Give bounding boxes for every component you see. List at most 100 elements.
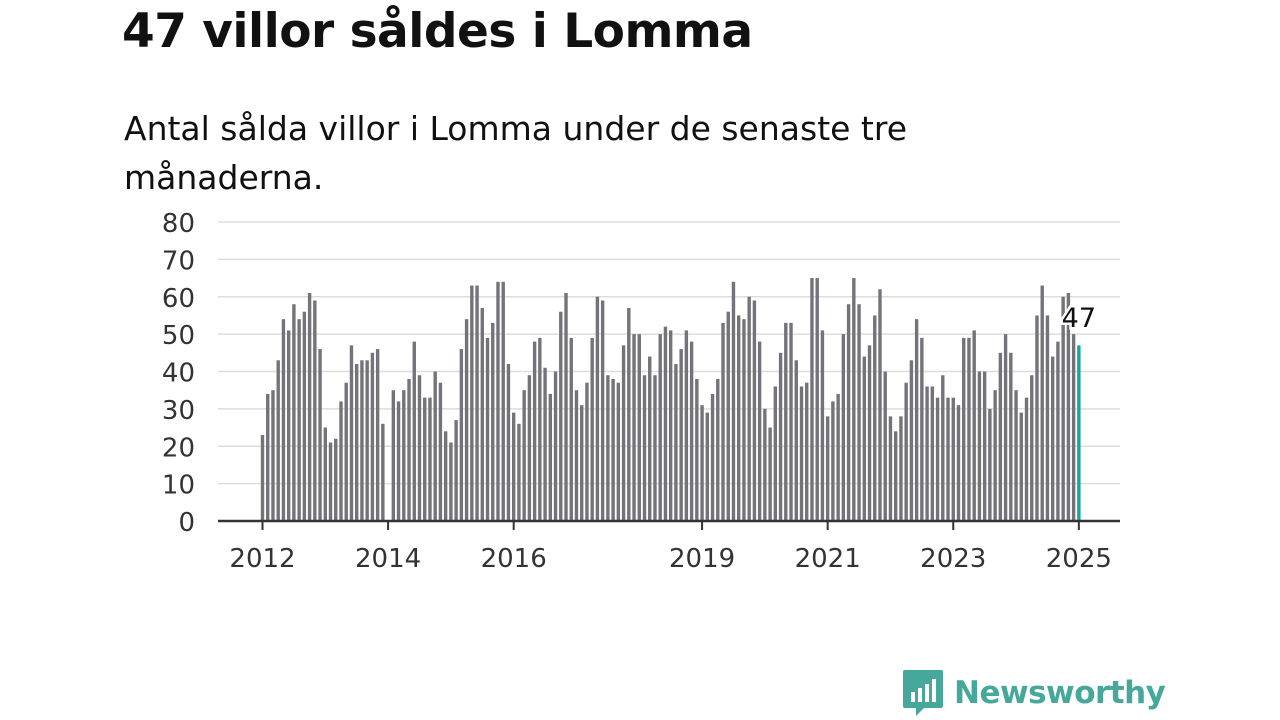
newsworthy-logo: Newsworthy xyxy=(902,668,1166,718)
bar xyxy=(281,319,286,521)
bar xyxy=(543,367,547,521)
bar xyxy=(642,375,647,521)
bar xyxy=(993,390,997,521)
bar xyxy=(757,341,762,521)
bar xyxy=(527,375,532,521)
bar xyxy=(1024,397,1029,521)
bar xyxy=(710,393,715,521)
bar xyxy=(846,304,851,521)
bar xyxy=(297,319,301,521)
bar xyxy=(454,420,458,521)
bar xyxy=(820,330,825,521)
x-tick-label: 2016 xyxy=(481,544,547,574)
bar xyxy=(648,356,652,521)
bar xyxy=(778,352,783,521)
bar xyxy=(412,341,416,521)
bar xyxy=(585,382,589,521)
bar xyxy=(590,337,594,521)
bar xyxy=(511,412,516,521)
bar xyxy=(663,326,668,521)
bar xyxy=(867,345,872,521)
bar xyxy=(470,285,474,521)
bar xyxy=(574,390,579,521)
chart-subtitle: Antal sålda villor i Lomma under de sena… xyxy=(124,109,908,197)
bar xyxy=(637,334,641,522)
bar xyxy=(402,390,406,521)
bar xyxy=(580,405,584,521)
bar xyxy=(548,393,553,521)
x-tick-label: 2019 xyxy=(669,544,735,574)
bar xyxy=(695,378,699,521)
brand-name: Newsworthy xyxy=(954,675,1166,711)
y-tick-label: 60 xyxy=(162,284,195,314)
bar xyxy=(443,431,448,521)
bar xyxy=(679,349,683,521)
bar xyxy=(873,315,877,521)
bar xyxy=(836,393,840,521)
bar xyxy=(962,337,966,521)
bar xyxy=(428,397,432,521)
bar xyxy=(496,281,500,521)
bar xyxy=(768,427,772,521)
bar xyxy=(506,364,511,521)
y-tick-label: 10 xyxy=(162,471,195,501)
bar xyxy=(485,337,490,521)
bar xyxy=(375,349,380,521)
bar xyxy=(323,427,327,521)
x-tick-label: 2014 xyxy=(355,544,421,574)
bar xyxy=(883,371,887,521)
bar xyxy=(449,442,453,521)
bar xyxy=(930,386,935,521)
bar xyxy=(951,397,955,521)
bar xyxy=(789,322,793,521)
bar xyxy=(616,382,621,521)
bar xyxy=(899,416,903,521)
bar xyxy=(784,322,788,521)
y-tick-label: 20 xyxy=(162,433,195,463)
bar xyxy=(370,352,375,521)
bar xyxy=(841,334,846,522)
bar xyxy=(862,356,866,521)
bar xyxy=(517,423,521,521)
bar xyxy=(956,405,961,521)
x-tick-label: 2012 xyxy=(229,544,295,574)
bar xyxy=(360,360,364,521)
bar xyxy=(904,382,908,521)
bar xyxy=(1056,341,1060,521)
bar xyxy=(977,371,982,521)
bar xyxy=(266,393,270,521)
bar xyxy=(396,401,401,521)
bar xyxy=(391,390,396,521)
bar xyxy=(407,378,411,521)
bar xyxy=(1003,334,1008,522)
bar xyxy=(988,408,992,522)
bar xyxy=(491,322,495,521)
bar xyxy=(831,401,835,521)
bar xyxy=(1061,296,1065,521)
bar xyxy=(559,311,563,521)
bar xyxy=(381,423,385,521)
bar xyxy=(627,307,631,521)
bar xyxy=(737,315,741,521)
bar xyxy=(946,397,950,521)
bar xyxy=(313,300,317,521)
bar xyxy=(532,341,537,521)
bar xyxy=(705,412,709,521)
y-tick-label: 80 xyxy=(162,209,195,239)
bar xyxy=(967,337,971,521)
bar xyxy=(632,334,636,522)
bar xyxy=(271,390,275,521)
y-tick-label: 0 xyxy=(178,508,195,538)
bar xyxy=(674,364,678,521)
data-label-latest: 47 xyxy=(1062,303,1096,334)
y-tick-label: 40 xyxy=(162,359,195,389)
x-axis: 2012 2014 2016 2019 2021 2023 2025 xyxy=(218,519,1120,574)
bar xyxy=(354,364,359,521)
bar xyxy=(763,408,767,522)
bar xyxy=(292,304,296,521)
bar xyxy=(423,397,427,521)
bar xyxy=(668,330,673,521)
newsworthy-logo-icon xyxy=(903,670,943,716)
bar xyxy=(480,307,484,521)
